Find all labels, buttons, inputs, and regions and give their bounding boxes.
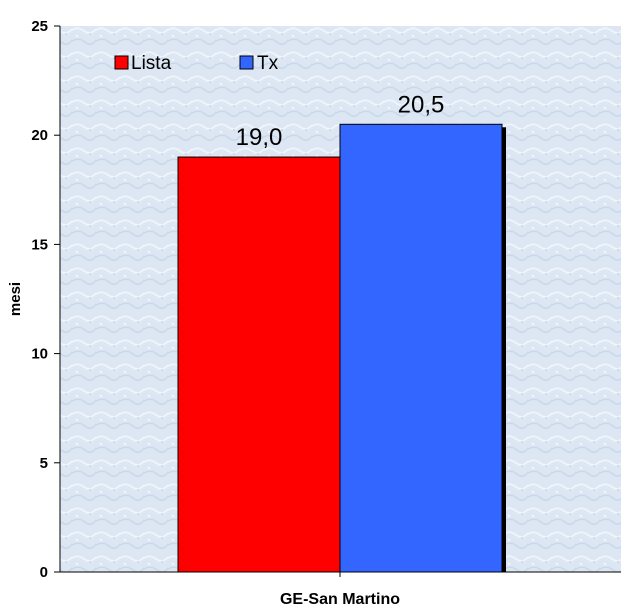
x-tick-label: GE-San Martino xyxy=(280,591,400,608)
data-labels: 19,0 20,5 xyxy=(236,91,445,151)
y-axis-label: mesi xyxy=(7,282,24,316)
data-label-lista: 19,0 xyxy=(236,124,283,151)
y-tick-label: 25 xyxy=(31,18,48,35)
bar-tx xyxy=(339,123,503,573)
legend-swatch-lista xyxy=(114,55,129,70)
data-label-tx: 20,5 xyxy=(398,91,445,118)
bar-lista xyxy=(177,156,341,573)
legend: Lista Tx xyxy=(114,53,279,74)
legend-label-tx: Tx xyxy=(257,53,279,74)
y-tick-label: 15 xyxy=(31,236,48,253)
y-tick-label: 20 xyxy=(31,127,48,144)
bars xyxy=(177,123,506,573)
legend-swatch-tx xyxy=(239,55,254,70)
legend-label-lista: Lista xyxy=(131,53,172,74)
y-tick-label: 0 xyxy=(40,564,48,581)
y-tick-label: 5 xyxy=(40,455,48,472)
y-tick-label: 10 xyxy=(31,346,48,363)
